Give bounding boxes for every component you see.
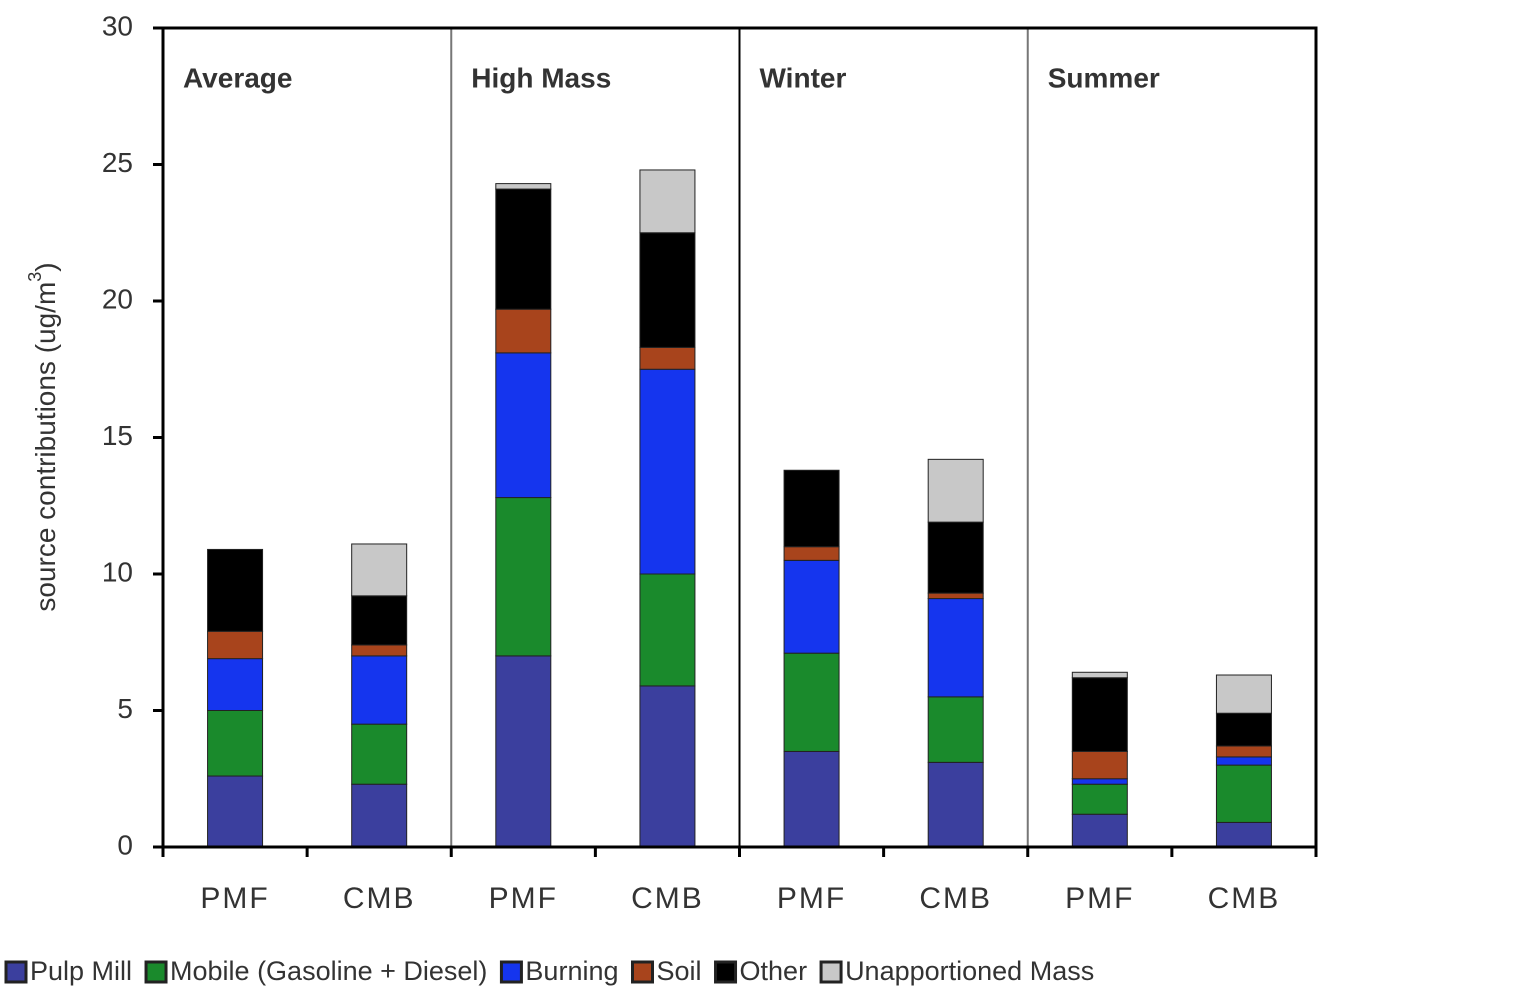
bar-segment <box>1215 764 1272 823</box>
bar-segment <box>1071 783 1128 815</box>
x-tick-label: CMB <box>631 882 704 915</box>
bar-segment <box>1215 745 1272 758</box>
y-axis-label: source contributions (ug/m3) <box>25 262 62 611</box>
bar-segment <box>1071 677 1128 752</box>
y-label-end: ) <box>30 262 61 271</box>
bar-segment <box>495 352 552 499</box>
legend-swatch <box>499 960 523 984</box>
bar-segment <box>351 543 408 597</box>
bar-segment <box>207 710 264 777</box>
group-label: Summer <box>1048 62 1160 93</box>
bar-segment <box>495 308 552 354</box>
bar-segment <box>927 761 984 848</box>
legend-swatch <box>819 960 843 984</box>
bar-segment <box>927 696 984 763</box>
legend-label: Burning <box>525 956 618 986</box>
group-label: High Mass <box>471 62 611 93</box>
plot-frame <box>161 26 1318 849</box>
y-tick-label: 20 <box>102 283 133 314</box>
y-tick-label: 0 <box>117 829 133 860</box>
y-label-text: source contributions (ug/m <box>30 282 61 612</box>
bar-segment <box>639 232 696 348</box>
bar-segment <box>495 183 552 190</box>
x-tick-label: PMF <box>1065 882 1134 915</box>
bar-segment <box>351 723 408 785</box>
bar-segment <box>495 655 552 848</box>
bar-segment <box>1215 712 1272 747</box>
bar-segment <box>783 546 840 561</box>
bar-segment <box>639 368 696 575</box>
bar-segment <box>1071 671 1128 679</box>
legend-swatch <box>631 960 654 984</box>
legend-label: Mobile (Gasoline + Diesel) <box>170 956 487 986</box>
legend-label: Other <box>740 956 808 986</box>
bar-segment <box>495 188 552 310</box>
bar-segment <box>1071 778 1128 785</box>
bar-segment <box>783 750 840 848</box>
x-tick-label: CMB <box>919 882 992 915</box>
bar-segment <box>351 595 408 646</box>
y-tick-label: 25 <box>102 147 133 178</box>
bar-segment <box>1215 674 1272 714</box>
y-label-sup: 3 <box>25 272 45 282</box>
y-tick-label: 10 <box>102 556 133 587</box>
legend-swatch <box>4 960 28 984</box>
legend-swatch <box>144 960 168 984</box>
bar-segment <box>207 548 264 632</box>
x-tick-label: PMF <box>200 882 269 915</box>
bar-segment <box>207 658 264 712</box>
bar-segment <box>207 775 264 848</box>
bar-segment <box>639 169 696 234</box>
bar-segment <box>927 598 984 698</box>
y-tick-label: 5 <box>117 693 133 724</box>
group-label: Winter <box>760 62 847 93</box>
x-tick-label: PMF <box>777 882 846 915</box>
bar-segment <box>639 346 696 370</box>
bar-segment <box>639 685 696 848</box>
bar-segment <box>207 630 264 660</box>
bar-segment <box>1071 750 1128 780</box>
bar-segment <box>927 592 984 600</box>
x-tick-label: CMB <box>343 882 416 915</box>
y-tick-label: 15 <box>102 420 133 451</box>
bar-segment <box>351 783 408 848</box>
legend-label: Pulp Mill <box>30 956 132 986</box>
bar-segment <box>783 652 840 752</box>
bar-segment <box>1071 813 1128 848</box>
bar-segment <box>1215 821 1272 848</box>
bar-segment <box>783 559 840 654</box>
y-tick-label: 30 <box>102 10 133 41</box>
bar-segment <box>927 458 984 523</box>
legend-swatch <box>714 960 738 984</box>
legend-label: Soil <box>657 956 702 986</box>
bar-segment <box>351 644 408 657</box>
x-tick-label: CMB <box>1208 882 1281 915</box>
group-label: Average <box>183 62 292 93</box>
bar-segment <box>927 521 984 594</box>
bar-segment <box>1215 756 1272 766</box>
bar-segment <box>783 469 840 548</box>
bar-segment <box>639 573 696 687</box>
bar-segment <box>351 655 408 725</box>
x-tick-label: PMF <box>489 882 558 915</box>
legend-label: Unapportioned Mass <box>845 956 1094 986</box>
bar-segment <box>495 497 552 657</box>
